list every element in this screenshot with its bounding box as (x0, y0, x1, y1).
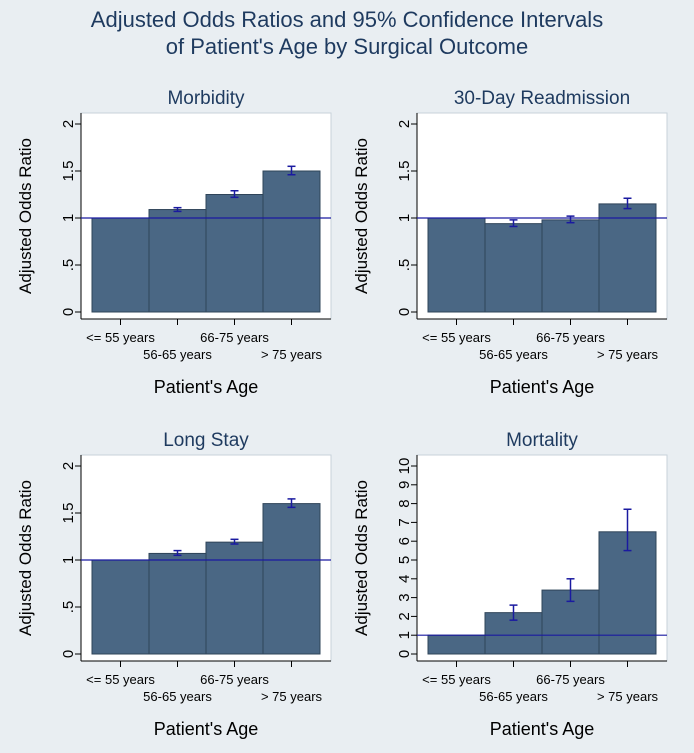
x-tick-label: <= 55 years (422, 672, 491, 687)
ci-error-bar (173, 549, 182, 557)
bar (427, 217, 486, 313)
chart-panel-1: Morbidity 0 .5 1 1.5 2 Adjusted Odds Ratio <= 5… (16, 88, 332, 397)
x-tick-label: 66-75 years (536, 330, 605, 345)
x-tick-label: 56-65 years (143, 689, 212, 704)
y-tick-label: 10 (396, 458, 413, 475)
panel-title: Long Stay (163, 430, 249, 451)
x-axis-label: Patient's Age (490, 377, 595, 397)
y-tick-label: 1 (396, 214, 413, 222)
x-tick-label: > 75 years (261, 347, 323, 362)
x-tick-label: <= 55 years (86, 672, 155, 687)
y-tick-label: 1.5 (60, 161, 77, 182)
y-tick-label: .5 (396, 259, 413, 272)
x-tick-label: <= 55 years (422, 330, 491, 345)
y-tick-label: 1 (396, 631, 413, 639)
figure-title-line-1: Adjusted Odds Ratios and 95% Confidence … (90, 7, 604, 32)
ci-error-bar (287, 165, 296, 176)
chart-panel-4: Mortality 0 1 2 3 4 5 6 7 8 9 10 Adjusted Odds Ratio… (352, 430, 668, 739)
x-tick-label: > 75 years (261, 689, 323, 704)
chart-panel-2: 30-Day Readmission 0 .5 1 1.5 2 Adjusted Odds … (352, 88, 668, 397)
x-axis-label: Patient's Age (154, 719, 259, 739)
y-tick-label: 5 (396, 556, 413, 564)
figure-title-line-2: of Patient's Age by Surgical Outcome (165, 34, 529, 59)
ci-error-bar (173, 206, 182, 213)
y-tick-label: 0 (60, 308, 77, 316)
y-tick-label: 1 (60, 556, 77, 564)
x-tick-label: 66-75 years (536, 672, 605, 687)
bar (427, 634, 486, 655)
bar (91, 559, 150, 655)
y-tick-label: 0 (60, 650, 77, 658)
bar (91, 217, 150, 313)
panel-title: 30-Day Readmission (454, 88, 630, 109)
x-tick-label: 56-65 years (479, 689, 548, 704)
ci-error-bar (287, 498, 296, 509)
y-tick-label: 6 (396, 537, 413, 545)
y-tick-label: 2 (396, 612, 413, 620)
bar (205, 194, 264, 313)
y-tick-label: 8 (396, 499, 413, 507)
y-axis-label: Adjusted Odds Ratio (16, 480, 35, 636)
y-tick-label: 0 (396, 308, 413, 316)
ci-error-bar (230, 538, 239, 545)
bar (484, 223, 543, 313)
y-tick-label: 1 (60, 214, 77, 222)
y-axis-label: Adjusted Odds Ratio (352, 480, 371, 636)
x-tick-label: 56-65 years (143, 347, 212, 362)
bar (262, 503, 321, 655)
bar (148, 552, 207, 655)
y-tick-label: 9 (396, 481, 413, 489)
x-tick-label: <= 55 years (86, 330, 155, 345)
y-axis-label: Adjusted Odds Ratio (16, 138, 35, 294)
bar (598, 531, 657, 655)
panel-title: Morbidity (167, 88, 245, 109)
x-axis-label: Patient's Age (490, 719, 595, 739)
y-tick-label: .5 (60, 259, 77, 272)
x-tick-label: 56-65 years (479, 347, 548, 362)
x-tick-label: 66-75 years (200, 330, 269, 345)
y-tick-label: 4 (396, 575, 413, 583)
bar (205, 541, 264, 655)
bar (541, 219, 600, 313)
ci-error-bar (623, 197, 632, 210)
y-tick-label: 2 (60, 120, 77, 128)
bar (262, 170, 321, 313)
x-tick-label: > 75 years (597, 347, 659, 362)
y-tick-label: 2 (396, 120, 413, 128)
chart-panel-3: Long Stay 0 .5 1 1.5 2 Adjusted Odds Ratio <= 5… (16, 430, 332, 739)
ci-error-bar (566, 578, 575, 603)
y-tick-label: 3 (396, 593, 413, 601)
figure-title: Adjusted Odds Ratios and 95% Confidence … (0, 6, 694, 60)
x-tick-label: 66-75 years (200, 672, 269, 687)
ci-error-bar (230, 189, 239, 199)
ci-error-bar (509, 219, 518, 228)
y-axis-label: Adjusted Odds Ratio (352, 138, 371, 294)
x-tick-label: > 75 years (597, 689, 659, 704)
y-tick-label: .5 (60, 601, 77, 614)
panel-title: Mortality (506, 430, 578, 451)
y-tick-label: 1.5 (60, 503, 77, 524)
ci-error-bar (509, 604, 518, 621)
x-axis-label: Patient's Age (154, 377, 259, 397)
ci-error-bar (623, 508, 632, 552)
ci-error-bar (566, 215, 575, 224)
bar (148, 209, 207, 313)
bar (598, 203, 657, 313)
y-tick-label: 2 (60, 462, 77, 470)
y-tick-label: 0 (396, 650, 413, 658)
y-tick-label: 1.5 (396, 161, 413, 182)
y-tick-label: 7 (396, 518, 413, 526)
